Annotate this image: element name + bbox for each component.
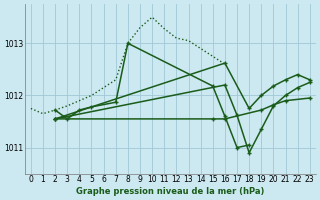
X-axis label: Graphe pression niveau de la mer (hPa): Graphe pression niveau de la mer (hPa) (76, 187, 265, 196)
